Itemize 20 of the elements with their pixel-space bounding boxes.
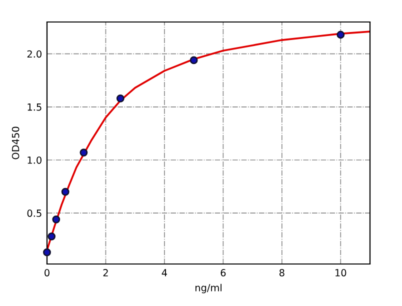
point — [190, 56, 198, 64]
point — [43, 248, 51, 256]
y-tick-label: 0.5 — [27, 210, 42, 217]
point — [116, 94, 124, 102]
y-tick-label: 1.5 — [28, 104, 42, 111]
point — [336, 30, 345, 39]
x-tick-label: 0 — [44, 269, 50, 276]
y-tick-label: 2.0 — [27, 50, 42, 58]
y-axis-title: OD450 — [12, 126, 20, 160]
x-tick-label: 2 — [103, 269, 108, 276]
x-tick-label: 8 — [279, 269, 284, 276]
x-axis-title: ng/ml — [195, 284, 222, 294]
point — [80, 148, 88, 157]
point — [52, 215, 60, 224]
y-tick-label: 1.0 — [28, 156, 42, 164]
point — [48, 232, 56, 240]
x-tick-label: 6 — [220, 269, 226, 276]
x-tick-label: 10 — [336, 269, 346, 276]
x-tick-label: 4 — [162, 269, 167, 276]
point — [61, 188, 70, 196]
